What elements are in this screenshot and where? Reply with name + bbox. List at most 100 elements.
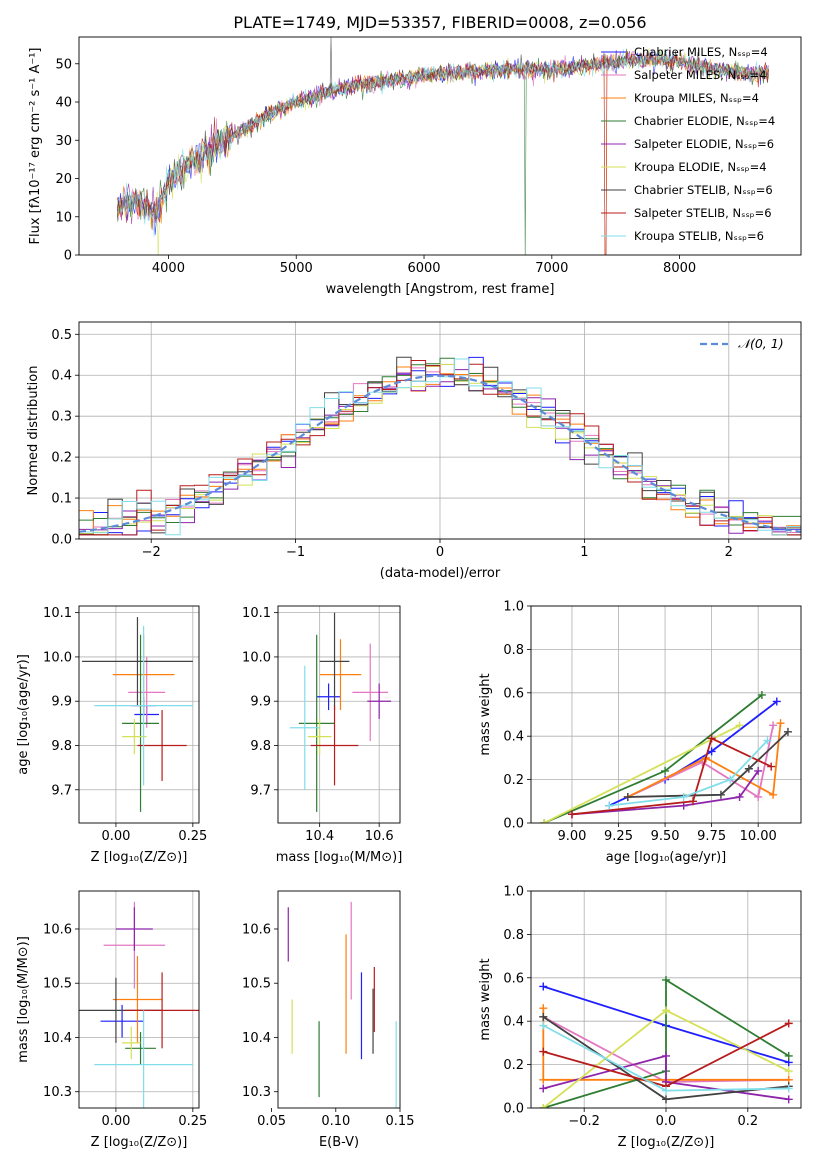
y-tick-label: 50 bbox=[55, 57, 72, 72]
x-tick-label: 8000 bbox=[663, 261, 696, 276]
y-axis-label: Normed distribution bbox=[26, 366, 41, 496]
weight-marker bbox=[679, 792, 688, 801]
weight-marker bbox=[539, 982, 548, 991]
y-tick-label: 0.4 bbox=[503, 1015, 524, 1030]
x-tick-label: 1 bbox=[580, 545, 588, 560]
x-axis-label: age [log₁₀(age/yr)] bbox=[606, 850, 727, 865]
weight-series-6 bbox=[543, 724, 741, 823]
y-tick-label: 0.2 bbox=[503, 1058, 524, 1073]
weight-marker bbox=[767, 762, 776, 771]
weight-marker bbox=[744, 764, 753, 773]
y-tick-label: 10.0 bbox=[43, 650, 72, 665]
mass_vs_ebv-plot-area bbox=[287, 901, 397, 1108]
weight-marker bbox=[763, 736, 772, 745]
y-tick-label: 40 bbox=[55, 96, 72, 111]
x-tick-label: 9.75 bbox=[697, 829, 726, 844]
legend-entry-5: Salpeter ELODIE, Nₛₛₚ=6 bbox=[634, 137, 774, 151]
weight_vs_Z-axes: −0.2 0.0 0.2 0.0 0.2 0.4 0.6 0.8 1.0 Z [log₁₀(Z/Z… bbox=[478, 885, 802, 1150]
weight-marker bbox=[772, 697, 781, 706]
axes-frame bbox=[277, 605, 401, 824]
age_vs_mass-axes: 10.4 10.6 9.7 9.8 9.9 10.0 10.1 mass [log₁₀(M/M… bbox=[242, 605, 402, 865]
legend-entry-normal: 𝒩(0, 1) bbox=[738, 336, 784, 351]
axes-frame bbox=[78, 321, 802, 540]
weight-marker bbox=[784, 1051, 793, 1060]
weight-marker bbox=[662, 975, 670, 984]
y-tick-label: 0.6 bbox=[503, 971, 524, 986]
x-tick-label: 10.00 bbox=[740, 829, 777, 844]
weight_vs_age-axes: 9.00 9.25 9.50 9.75 10.00 0.0 0.2 0.4 0.6 0.8 1.0 a… bbox=[478, 600, 802, 865]
weight-marker bbox=[689, 797, 697, 806]
y-tick-label: 10 bbox=[55, 210, 72, 225]
y-tick-label: 0.5 bbox=[51, 328, 72, 343]
weight-marker bbox=[567, 810, 576, 819]
x-axis-label: Z [log₁₀(Z/Z⊙)] bbox=[618, 1135, 715, 1150]
legend-entry-3: Kroupa MILES, Nₛₛₚ=4 bbox=[634, 91, 759, 105]
weight-marker bbox=[662, 1095, 670, 1104]
axes-frame bbox=[277, 890, 401, 1109]
y-tick-label: 0.8 bbox=[503, 643, 524, 658]
weight-series-9 bbox=[609, 739, 769, 807]
x-tick-label: 7000 bbox=[535, 261, 568, 276]
weight-marker bbox=[662, 1051, 670, 1060]
residuals-plot-area bbox=[79, 356, 801, 536]
y-tick-label: 0.0 bbox=[51, 533, 72, 548]
y-tick-label: 0.2 bbox=[51, 451, 72, 466]
y-tick-label: 0.0 bbox=[503, 1102, 524, 1117]
y-tick-label: 0.0 bbox=[503, 817, 524, 832]
x-tick-label: 5000 bbox=[280, 261, 313, 276]
x-tick-label: 0.25 bbox=[178, 1114, 207, 1129]
weight-marker bbox=[716, 790, 725, 799]
weight-marker bbox=[539, 1047, 548, 1056]
weight-series-7 bbox=[627, 731, 789, 798]
figure-title: PLATE=1749, MJD=53357, FIBERID=0008, z=0… bbox=[233, 13, 646, 32]
weight-series-5 bbox=[543, 1054, 789, 1101]
y-tick-label: 1.0 bbox=[503, 600, 524, 615]
x-tick-label: 0 bbox=[436, 545, 444, 560]
weight-marker bbox=[623, 792, 632, 801]
weight-marker bbox=[754, 766, 763, 775]
weight-marker bbox=[735, 792, 744, 801]
y-tick-label: 10.3 bbox=[43, 1085, 72, 1100]
histogram-series-8 bbox=[79, 360, 801, 536]
axes-frame bbox=[78, 605, 200, 824]
weight-marker bbox=[540, 819, 549, 823]
weight-marker bbox=[539, 1104, 548, 1108]
y-tick-label: 10.0 bbox=[242, 650, 271, 665]
x-tick-label: 0.10 bbox=[321, 1114, 350, 1129]
y-tick-label: 0.1 bbox=[51, 492, 72, 507]
spectrum-axes: 4000 5000 6000 7000 8000 0 10 20 30 40 50 wavelengt… bbox=[28, 36, 802, 297]
age_vs_Z-plot-area bbox=[82, 617, 193, 812]
normal-curve bbox=[79, 374, 801, 533]
x-tick-label: 10.4 bbox=[305, 829, 334, 844]
y-axis-label: Flux [fλ10⁻¹⁷ erg cm⁻² s⁻¹ A⁻¹] bbox=[28, 48, 43, 245]
weight-series-4 bbox=[543, 978, 790, 1108]
weight-marker bbox=[784, 1084, 793, 1093]
x-tick-label: 6000 bbox=[407, 261, 440, 276]
mass_vs_ebv-axes: 0.05 0.10 0.15 10.3 10.4 10.5 10.6 E(B-V) bbox=[242, 890, 414, 1150]
x-tick-label: 10.6 bbox=[365, 829, 394, 844]
legend-entry-8: Salpeter STELIB, Nₛₛₚ=6 bbox=[634, 206, 772, 220]
axes-frame bbox=[530, 890, 802, 1109]
x-axis-label: E(B-V) bbox=[319, 1135, 359, 1150]
weight-series-1 bbox=[608, 700, 778, 807]
y-tick-label: 10.4 bbox=[242, 1031, 271, 1046]
weight-series-8 bbox=[571, 737, 772, 816]
weight-marker bbox=[783, 727, 792, 736]
y-axis-label: age [log₁₀(age/yr)] bbox=[16, 654, 31, 775]
mass_vs_Z-plot-area bbox=[79, 901, 199, 1108]
y-tick-label: 10.6 bbox=[242, 922, 271, 937]
y-tick-label: 9.7 bbox=[51, 783, 72, 798]
weight-marker bbox=[662, 1086, 670, 1095]
weight_vs_Z-plot-area bbox=[539, 975, 793, 1108]
residuals-axes: −2 −1 0 1 2 0.0 0.1 0.2 0.3 0.4 0.5 (data-model)/er… bbox=[26, 321, 802, 581]
axes-frame bbox=[78, 890, 200, 1109]
y-tick-label: 0.8 bbox=[503, 928, 524, 943]
x-tick-label: 0.2 bbox=[737, 1114, 758, 1129]
y-tick-label: 10.1 bbox=[43, 606, 72, 621]
y-tick-label: 9.9 bbox=[51, 695, 72, 710]
y-tick-label: 10.1 bbox=[242, 606, 271, 621]
y-tick-label: 0.4 bbox=[51, 369, 72, 384]
y-tick-label: 20 bbox=[55, 172, 72, 187]
spectrum-plot-area bbox=[117, 37, 769, 255]
